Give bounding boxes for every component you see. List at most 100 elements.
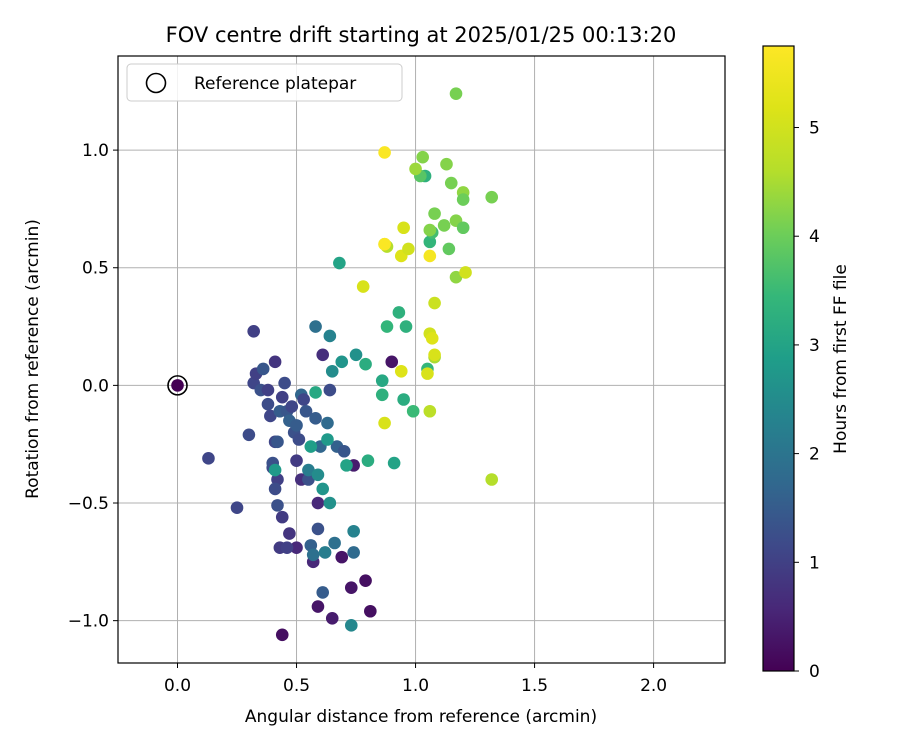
data-point	[261, 397, 275, 411]
colorbar-tick-label: 1	[809, 553, 820, 573]
data-point	[325, 364, 339, 378]
data-point	[428, 348, 441, 362]
data-point	[375, 388, 389, 402]
data-point	[264, 409, 277, 423]
reference-point	[171, 379, 184, 392]
legend-entry-reference: Reference platepar	[194, 74, 356, 94]
data-point	[290, 541, 303, 555]
y-tick-label: 0.5	[82, 259, 109, 279]
data-point	[271, 435, 284, 449]
data-point	[409, 162, 422, 176]
data-point	[387, 456, 401, 470]
data-point	[309, 386, 322, 399]
data-point	[375, 374, 389, 387]
data-point	[394, 364, 408, 378]
data-point	[378, 237, 391, 251]
data-point	[423, 223, 437, 237]
data-point	[335, 355, 349, 369]
data-point	[442, 242, 456, 256]
data-point	[268, 463, 282, 477]
reference-marker-group	[167, 375, 188, 396]
y-axis-label: Rotation from reference (arcmin)	[23, 219, 43, 499]
x-tick-label: 0.5	[283, 676, 310, 696]
data-point	[306, 548, 320, 562]
y-tick-label: −1.0	[68, 612, 109, 632]
data-point	[428, 207, 441, 220]
data-point	[316, 586, 330, 599]
x-tick-label: 2.0	[640, 676, 667, 696]
data-point	[285, 400, 299, 413]
data-point	[385, 355, 399, 369]
colorbar-ticks: 0 1 2 3 4 5	[794, 119, 820, 682]
data-point	[337, 444, 351, 458]
data-point	[290, 454, 303, 467]
data-point	[304, 539, 318, 552]
colorbar-label: Hours from first FF file	[831, 264, 851, 454]
reference-platepar-marker	[167, 375, 188, 396]
data-point	[485, 190, 499, 204]
x-tick-label: 0.0	[164, 676, 191, 696]
data-point	[242, 428, 256, 442]
data-point	[302, 463, 315, 477]
data-point	[311, 522, 325, 536]
data-point	[321, 433, 334, 446]
data-point	[309, 412, 322, 425]
data-point	[328, 536, 341, 550]
data-points	[202, 87, 499, 642]
data-point	[347, 524, 360, 538]
y-tick-label: 0.0	[82, 376, 109, 396]
data-point	[456, 193, 470, 206]
data-point	[247, 324, 260, 338]
data-point	[397, 221, 410, 235]
data-point	[323, 329, 337, 343]
data-point	[428, 296, 441, 310]
colorbar-tick-label: 4	[809, 227, 820, 247]
data-point	[311, 496, 325, 510]
data-point	[344, 619, 358, 632]
colorbar: 0 1 2 3 4 5 Hours from first FF file	[762, 45, 851, 682]
data-point	[344, 581, 358, 595]
data-point	[318, 546, 332, 559]
data-point	[416, 150, 429, 164]
data-point	[359, 574, 372, 587]
y-axis-ticks: −1.0 −0.5 0.0 0.5 1.0	[68, 141, 118, 632]
data-point	[268, 355, 282, 369]
data-point	[423, 235, 437, 249]
data-point	[283, 527, 296, 540]
data-point	[421, 367, 434, 380]
data-point	[378, 146, 391, 159]
data-point	[333, 256, 346, 270]
data-point	[392, 306, 406, 319]
data-point	[437, 219, 451, 232]
data-point	[297, 393, 310, 406]
data-point	[256, 362, 270, 376]
data-point	[202, 452, 215, 465]
x-axis-label: Angular distance from reference (arcmin)	[245, 707, 597, 727]
data-point	[485, 473, 499, 486]
data-point	[271, 499, 284, 512]
data-point	[275, 510, 289, 524]
data-point	[423, 249, 437, 263]
colorbar-tick-label: 0	[809, 662, 820, 682]
data-point	[361, 454, 375, 467]
data-point	[449, 270, 463, 284]
data-point	[444, 176, 458, 190]
legend-reference-marker	[145, 72, 167, 94]
data-point	[323, 496, 337, 510]
data-point	[335, 550, 349, 564]
data-point	[356, 280, 370, 293]
data-point	[399, 320, 413, 333]
data-point	[378, 416, 391, 430]
data-point	[449, 87, 463, 100]
data-point	[380, 320, 394, 333]
colorbar-tick-label: 2	[809, 445, 820, 465]
y-tick-label: 1.0	[82, 141, 109, 161]
data-point	[271, 473, 284, 486]
data-point	[292, 433, 306, 446]
data-point	[299, 404, 313, 418]
data-point	[261, 383, 275, 397]
plot-area: 0.0 0.5 1.0 1.5 2.0 −1.0 −0.5 0.0 0.5 1.0	[68, 55, 726, 696]
data-point	[359, 357, 372, 371]
data-point	[459, 266, 472, 279]
